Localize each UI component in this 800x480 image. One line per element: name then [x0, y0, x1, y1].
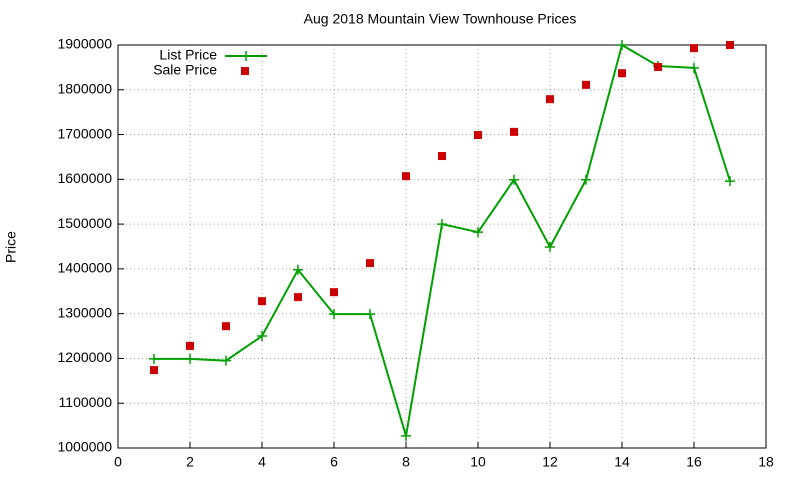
point-marker — [654, 62, 662, 71]
point-marker — [222, 322, 230, 331]
point-marker — [510, 127, 518, 136]
y-tick-label: 1200000 — [57, 349, 112, 365]
point-marker — [294, 293, 302, 302]
point-marker — [329, 309, 339, 320]
point-marker — [474, 131, 482, 140]
x-tick-label: 8 — [402, 454, 410, 470]
point-marker — [581, 174, 591, 185]
y-tick-label: 1100000 — [59, 394, 113, 410]
x-tick-label: 6 — [330, 454, 338, 470]
x-tick-label: 2 — [186, 454, 194, 470]
point-marker — [257, 331, 267, 342]
y-tick-label: 1500000 — [57, 215, 112, 231]
y-tick-label: 1600000 — [57, 170, 112, 186]
x-tick-label: 18 — [758, 454, 774, 470]
point-marker — [473, 227, 483, 238]
x-tick-label: 10 — [470, 454, 486, 470]
point-marker — [725, 176, 735, 187]
point-marker — [438, 152, 446, 161]
legend-swatch — [241, 51, 251, 61]
point-marker — [690, 44, 698, 53]
point-marker — [545, 241, 555, 252]
point-marker — [186, 341, 194, 350]
x-tick-label: 4 — [258, 454, 266, 470]
x-tick-label: 14 — [614, 454, 630, 470]
point-marker — [150, 366, 158, 375]
point-marker — [221, 355, 231, 366]
point-marker — [366, 259, 374, 268]
point-marker — [258, 297, 266, 306]
point-marker — [293, 264, 303, 275]
point-marker — [689, 62, 699, 73]
point-marker — [185, 353, 195, 364]
y-tick-label: 1700000 — [57, 125, 112, 141]
plot-border — [117, 44, 767, 449]
y-axis-label: Price — [3, 231, 19, 263]
point-marker — [437, 219, 447, 230]
y-tick-label: 1900000 — [57, 36, 112, 52]
point-marker — [617, 40, 627, 50]
x-tick-label: 12 — [542, 454, 558, 470]
legend-label: Sale Price — [153, 62, 217, 78]
point-marker — [726, 41, 734, 49]
y-tick-label: 1800000 — [57, 80, 112, 96]
chart-title: Aug 2018 Mountain View Townhouse Prices — [304, 11, 577, 27]
y-tick-label: 1400000 — [57, 260, 112, 276]
point-marker — [582, 80, 590, 89]
point-marker — [365, 309, 375, 320]
point-marker — [509, 174, 519, 185]
point-marker — [402, 172, 410, 181]
x-tick-label: 0 — [114, 454, 122, 470]
x-tick-label: 16 — [686, 454, 702, 470]
y-tick-label: 1300000 — [57, 304, 112, 320]
point-marker — [149, 353, 159, 364]
point-marker — [546, 95, 554, 104]
point-marker — [401, 430, 411, 441]
point-marker — [618, 69, 626, 78]
y-tick-label: 1000000 — [57, 439, 112, 455]
point-marker — [330, 288, 338, 297]
legend-swatch — [241, 67, 249, 75]
legend-label: List Price — [159, 47, 217, 63]
